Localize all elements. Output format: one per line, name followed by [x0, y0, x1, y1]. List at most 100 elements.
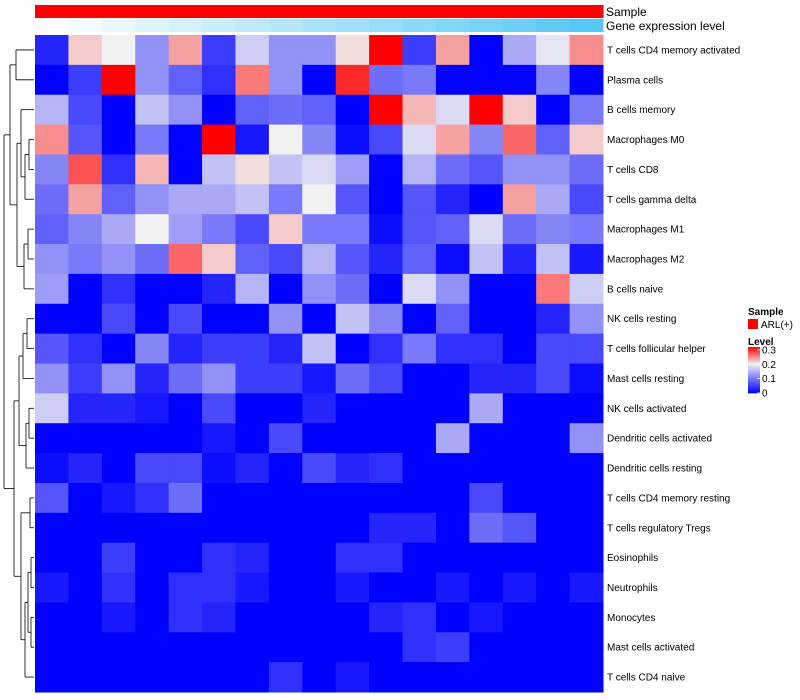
heatmap-cell — [268, 35, 303, 66]
row-label: Dendritic cells resting — [607, 464, 702, 475]
heatmap-cell — [235, 602, 270, 633]
heatmap-cell — [302, 273, 337, 305]
heatmap-cell — [469, 632, 504, 663]
heatmap-cell — [502, 363, 537, 394]
annotation-cell — [202, 19, 236, 32]
heatmap-cell — [35, 453, 69, 484]
legend-gradient-step — [748, 391, 760, 394]
heatmap-cell — [135, 453, 170, 484]
heatmap-cell — [302, 154, 337, 185]
heatmap-cell — [302, 572, 337, 603]
heatmap-cell — [335, 35, 370, 66]
annotation-cell — [335, 5, 370, 18]
legend-gradient-step — [748, 378, 760, 380]
heatmap-cell — [202, 35, 236, 66]
heatmap-cell — [302, 363, 337, 394]
heatmap-cell — [35, 35, 69, 66]
legend-gradient-step — [748, 361, 760, 364]
annotation-cell — [68, 19, 103, 32]
heatmap-cell — [369, 423, 404, 454]
row-label: Mast cells activated — [607, 643, 694, 654]
heatmap-cell — [369, 512, 404, 544]
heatmap-cell — [35, 602, 69, 633]
heatmap-cell — [202, 363, 236, 394]
heatmap-cell — [469, 363, 504, 394]
legend-gradient-step — [748, 386, 760, 388]
heatmap-cell — [569, 602, 604, 633]
legend-gradient-step — [748, 360, 760, 363]
heatmap-cell — [168, 572, 203, 603]
annotation-cell — [435, 5, 470, 18]
heatmap-cell — [435, 333, 470, 364]
heatmap-cell — [235, 393, 270, 424]
heatmap-cell — [402, 423, 437, 454]
heatmap-cell — [502, 303, 537, 335]
heatmap-cell — [235, 64, 270, 96]
heatmap-cell — [469, 512, 504, 544]
heatmap-cell — [469, 35, 504, 66]
heatmap-cell — [502, 154, 537, 185]
heatmap-cell — [402, 94, 437, 126]
heatmap-cell — [168, 333, 203, 364]
heatmap-cell — [335, 363, 370, 394]
row-label: B cells naive — [607, 284, 664, 295]
heatmap-cell — [469, 423, 504, 454]
legend-gradient-step — [748, 387, 760, 389]
heatmap-cell — [569, 393, 604, 424]
heatmap-cell — [435, 303, 470, 335]
heatmap-cell — [536, 124, 571, 155]
heatmap-cell — [101, 94, 136, 126]
heatmap-cell — [335, 423, 370, 454]
heatmap-cell — [168, 512, 203, 544]
legend-gradient-step — [748, 376, 760, 379]
annotation-cell — [135, 5, 170, 18]
heatmap-cell — [569, 94, 604, 126]
heatmap-cell — [202, 273, 236, 305]
heatmap-cell — [469, 393, 504, 424]
row-label: Mast cells resting — [607, 374, 684, 385]
heatmap-cell — [68, 64, 103, 96]
heatmap-cell — [435, 602, 470, 633]
heatmap-cell — [135, 64, 170, 96]
heatmap-cell — [168, 632, 203, 663]
heatmap-cell — [302, 453, 337, 484]
heatmap-cell — [168, 482, 203, 514]
annotation-cell — [302, 19, 337, 32]
legend-gradient-step — [748, 381, 760, 384]
heatmap-cell — [335, 393, 370, 424]
heatmap-cell — [302, 333, 337, 364]
annotation-cell — [302, 5, 337, 18]
annotation-cell — [335, 19, 370, 32]
heatmap-cell — [168, 363, 203, 394]
heatmap-cell — [469, 453, 504, 484]
heatmap-cell — [536, 333, 571, 364]
heatmap-cell — [435, 662, 470, 693]
heatmap-cell — [369, 393, 404, 424]
heatmap-cell — [35, 363, 69, 394]
row-label: B cells memory — [607, 105, 675, 116]
row-label: Neutrophils — [607, 583, 658, 594]
heatmap-cell — [68, 273, 103, 305]
heatmap-cell — [369, 572, 404, 603]
heatmap-cell — [402, 214, 437, 245]
heatmap-cell — [101, 602, 136, 633]
heatmap-cell — [335, 154, 370, 185]
heatmap-cell — [135, 94, 170, 126]
heatmap-cell — [335, 632, 370, 663]
row-label: T cells CD8 — [607, 165, 659, 176]
heatmap-cell — [135, 482, 170, 514]
legend-gradient-step — [748, 389, 760, 392]
heatmap-cell — [335, 64, 370, 96]
annotation-cell — [469, 19, 504, 32]
heatmap-cell — [502, 94, 537, 126]
heatmap-cell — [569, 572, 604, 603]
heatmap-cell — [101, 393, 136, 424]
annotation-cell — [35, 5, 69, 18]
heatmap-cell — [35, 662, 69, 693]
heatmap-cell — [202, 184, 236, 215]
heatmap-cell — [302, 602, 337, 633]
heatmap-cell — [101, 124, 136, 155]
heatmap-cell — [302, 632, 337, 663]
heatmap-cell — [202, 512, 236, 544]
heatmap-cell — [235, 632, 270, 663]
